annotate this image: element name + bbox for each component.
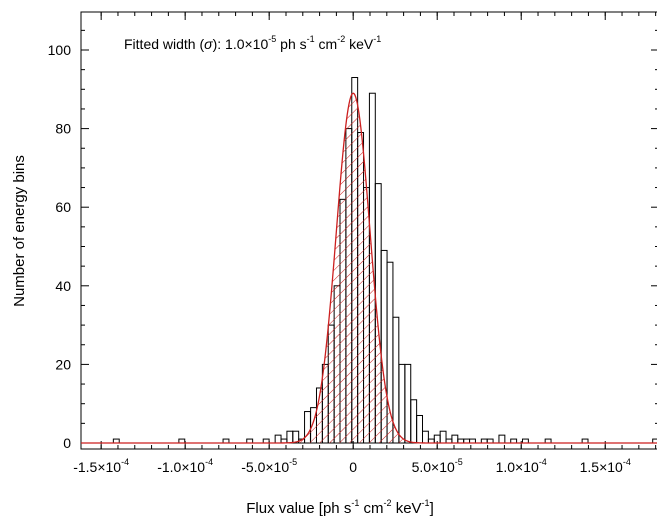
- x-tick-label-0: -1.5×10-4: [73, 457, 129, 475]
- x-tick-label-3: 0: [349, 459, 357, 475]
- y-tick-label-3: 60: [55, 199, 71, 215]
- y-tick-labels: 0 20 40 60 80 100: [48, 42, 72, 451]
- y-tick-label-4: 80: [55, 121, 71, 137]
- y-tick-label-5: 100: [48, 42, 72, 58]
- histogram-bar-33: [439, 430, 447, 444]
- y-axis-label: Number of energy bins: [11, 155, 28, 307]
- histogram-bar-26: [398, 363, 406, 444]
- histogram-bar-29: [416, 414, 424, 444]
- x-tick-label-4: 5.0×10-5: [412, 457, 463, 475]
- x-tick-label-5: 1.0×10-4: [496, 457, 547, 475]
- x-tick-label-1: -1.0×10-4: [157, 457, 213, 475]
- histogram-bar-7: [286, 430, 294, 444]
- y-tick-label-0: 0: [63, 435, 71, 451]
- histogram-bar-27: [404, 363, 412, 444]
- histogram-bar-5: [274, 434, 282, 444]
- gaussian-fit-curve: [81, 92, 657, 444]
- y-tick-label-1: 20: [55, 356, 71, 372]
- fit-annotation: Fitted width (σ): 1.0×10-5 ph s-1 cm-2 k…: [124, 34, 381, 52]
- histogram-bar-41: [498, 434, 506, 444]
- gaussian-fit: [81, 92, 657, 444]
- gaussian-fit-hatch: [81, 93, 657, 443]
- x-tick-labels: -1.5×10-4 -1.0×10-4 -5.0×10-5 0 5.0×10-5 1.0×…: [73, 457, 631, 475]
- histogram-bar-35: [451, 434, 459, 444]
- histogram-bar-30: [422, 430, 429, 444]
- x-tick-label-6: 1.5×10-4: [580, 457, 631, 475]
- x-tick-label-2: -5.0×10-5: [241, 457, 297, 475]
- x-axis-label: Flux value [ph s-1 cm-2 keV-1]: [246, 498, 433, 517]
- y-tick-label-2: 40: [55, 278, 71, 294]
- histogram-bar-28: [410, 399, 418, 444]
